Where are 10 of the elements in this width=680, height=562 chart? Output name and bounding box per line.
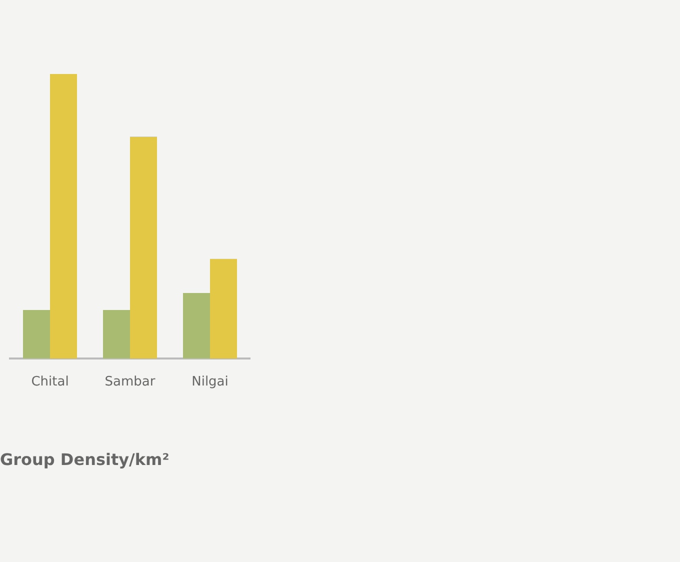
x-tick-label: Nilgai — [192, 374, 228, 390]
x-tick-label: Chital — [31, 374, 69, 390]
x-tick-label: Sambar — [104, 374, 156, 390]
bar — [103, 310, 130, 358]
bar — [50, 74, 77, 358]
bar — [210, 258, 237, 358]
bar — [130, 136, 157, 358]
text: Group Density/km² — [0, 450, 170, 469]
bar — [23, 310, 50, 358]
bar — [183, 292, 210, 358]
